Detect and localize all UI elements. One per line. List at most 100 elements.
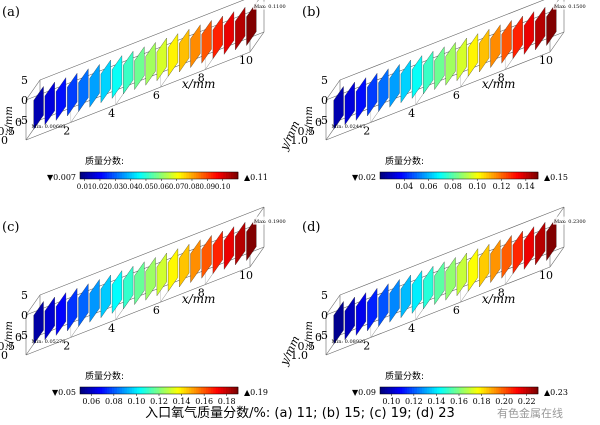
colorbar-swatch <box>173 172 177 179</box>
colorbar-swatch <box>198 172 202 179</box>
z-tick-label: 5 <box>21 74 28 87</box>
max-marker-bg <box>553 1 571 10</box>
colorbar-swatch <box>213 172 217 179</box>
colorbar-swatch <box>136 172 140 179</box>
colorbar-swatch <box>500 172 504 179</box>
colorbar-swatch <box>446 387 450 394</box>
z-axis-label: z/mm <box>304 321 315 350</box>
colorbar-swatch <box>82 387 86 394</box>
colorbar-swatch <box>486 387 489 394</box>
colorbar-swatch <box>498 172 502 179</box>
colorbar-swatch <box>404 172 408 179</box>
slice <box>201 19 212 64</box>
axes-box-edge <box>549 31 565 53</box>
colorbar-swatch <box>188 387 192 394</box>
slice <box>145 41 156 86</box>
colorbar-swatch <box>533 387 536 394</box>
colorbar-tick-label: 0.08 <box>184 183 200 191</box>
colorbar-swatch <box>233 387 236 394</box>
panel-label: (d) <box>302 220 320 235</box>
slice <box>355 77 367 121</box>
y-tick-label: 1.0 <box>291 134 309 147</box>
colorbar-swatch <box>471 387 475 394</box>
axes-box <box>25 206 265 356</box>
max-marker-bg <box>553 216 571 225</box>
colorbar-swatch <box>523 172 526 179</box>
slice <box>235 221 246 266</box>
colorbar-swatch <box>161 172 165 179</box>
colorbar-swatch <box>134 172 138 179</box>
max-marker: Max: 0.1900 <box>254 219 286 225</box>
colorbar-swatch <box>94 172 98 179</box>
colorbar-swatch <box>146 387 150 394</box>
slice <box>78 283 89 328</box>
colorbar-min-label: ▼0.09 <box>352 388 376 397</box>
axes-box-edge <box>39 0 245 81</box>
slice <box>490 24 501 69</box>
colorbar-swatch <box>176 387 180 394</box>
colorbar-swatch <box>210 172 214 179</box>
colorbar-title: 质量分数: <box>385 155 424 167</box>
colorbar-swatch <box>154 387 157 394</box>
y-tick-label: 0 <box>15 331 22 344</box>
x-axis-label: x/mm <box>182 292 216 306</box>
colorbar-swatch <box>481 172 484 179</box>
slice <box>333 300 344 345</box>
colorbar-swatch <box>124 387 128 394</box>
colorbar-max-label: ▲0.23 <box>544 388 568 397</box>
slice <box>78 68 89 113</box>
axes-box-edge <box>249 246 265 268</box>
colorbar-tick-label: 0.07 <box>169 183 185 191</box>
colorbar-swatch <box>419 172 423 179</box>
colorbar-swatch <box>176 172 180 179</box>
axes-box-edge <box>325 79 341 101</box>
axes-box-edge <box>325 51 551 141</box>
x-tick-label: 10 <box>239 54 253 67</box>
slice <box>367 287 378 332</box>
z-tick-label: 0 <box>321 309 328 322</box>
z-tick-label: -5 <box>17 329 28 342</box>
colorbar-swatch <box>156 387 160 394</box>
colorbar-swatch <box>200 172 204 179</box>
colorbar-swatch <box>119 172 123 179</box>
colorbar-swatch <box>493 172 497 179</box>
x-tick-label: 10 <box>239 269 253 282</box>
colorbar-frame <box>379 171 539 180</box>
x-tick-label: 2 <box>63 339 70 352</box>
z-tick-label: -5 <box>317 114 328 127</box>
colorbar-title: 质量分数: <box>385 370 424 382</box>
colorbar-swatch <box>139 172 143 179</box>
min-marker: Min: 0.05278 <box>31 339 65 345</box>
colorbar-swatch <box>80 387 83 394</box>
colorbar-swatch <box>208 172 212 179</box>
colorbar-swatch <box>431 387 435 394</box>
x-tick-label: 8 <box>498 287 505 300</box>
axes-box-edge <box>25 51 251 141</box>
colorbar-swatch <box>109 387 113 394</box>
colorbar-swatch <box>220 387 224 394</box>
colorbar-swatch <box>225 387 229 394</box>
z-axis-label: z/mm <box>304 106 315 135</box>
colorbar-tick-label: 0.10 <box>128 397 146 406</box>
colorbar-swatch <box>510 387 514 394</box>
colorbar-swatch <box>159 387 162 394</box>
colorbar-swatch <box>218 172 222 179</box>
colorbar-swatch <box>141 172 145 179</box>
colorbar-swatch <box>121 387 125 394</box>
slice <box>367 72 378 117</box>
colorbar-swatch <box>220 172 224 179</box>
colorbar-swatch <box>407 172 410 179</box>
colorbar-tick-label: 0.18 <box>473 397 491 406</box>
slice <box>89 278 100 323</box>
colorbar-tick-label: 0.16 <box>450 397 468 406</box>
slice <box>156 37 167 82</box>
colorbar-swatch <box>112 387 115 394</box>
colorbar-swatch <box>515 387 519 394</box>
slice <box>434 261 445 306</box>
slice <box>467 248 479 292</box>
z-tick-label: -5 <box>317 329 328 342</box>
figure-caption: 入口氧气质量分数/%: (a) 11; (b) 15; (c) 19; (d) … <box>145 406 455 421</box>
axes-box-edge <box>325 266 551 356</box>
colorbar-swatch <box>461 172 465 179</box>
